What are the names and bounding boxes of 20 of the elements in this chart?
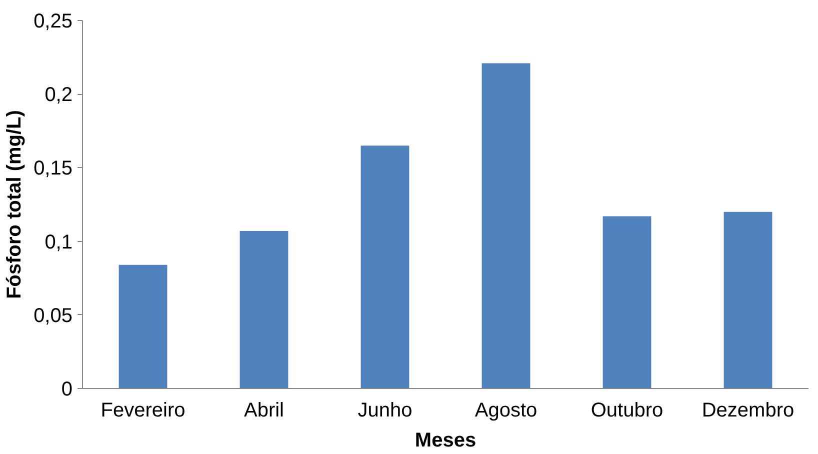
x-tick-label: Abril <box>244 400 284 422</box>
y-tick-label: 0,25 <box>34 10 73 32</box>
x-tick-label: Fevereiro <box>100 400 186 422</box>
y-tick-label: 0,15 <box>34 158 73 180</box>
bar <box>602 216 652 388</box>
bar <box>240 230 288 388</box>
bar <box>482 63 530 388</box>
x-tick-label: Agosto <box>474 400 538 422</box>
x-tick-label: Dezembro <box>702 400 794 422</box>
y-axis-title: Fósforo total (mg/L) <box>4 110 26 299</box>
x-axis-title: Meses <box>414 430 476 452</box>
y-tick-label: 0,2 <box>44 84 73 106</box>
y-tick-label: 0 <box>61 378 72 400</box>
bar <box>360 146 410 388</box>
bar <box>118 264 168 388</box>
x-tick-label: Outubro <box>590 400 664 422</box>
bar <box>724 212 772 388</box>
y-tick-label: 0,1 <box>44 231 73 254</box>
x-tick-label: Junho <box>358 400 412 422</box>
y-tick-label: 0,05 <box>34 304 73 327</box>
